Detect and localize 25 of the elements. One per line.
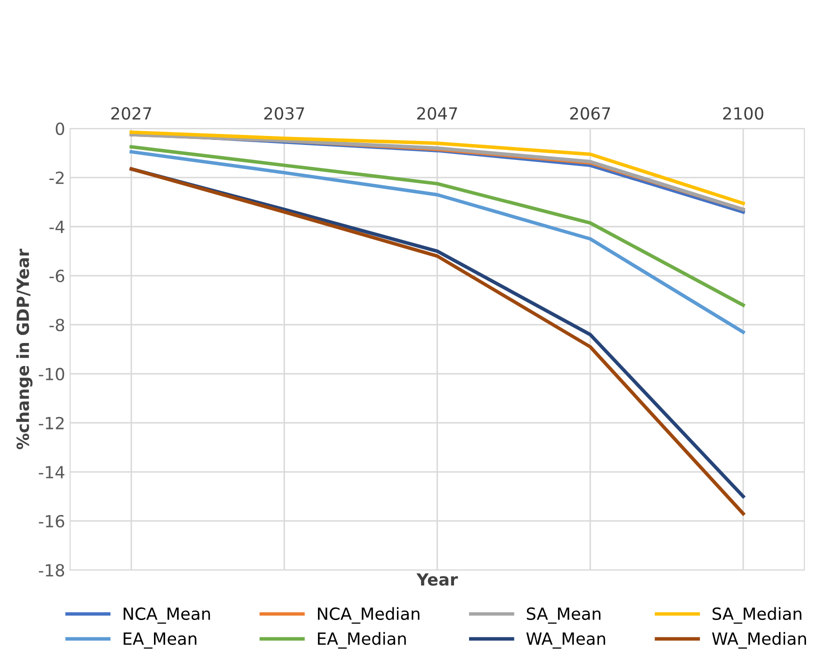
x-axis-title: Year [416,573,458,586]
y-tick-label: -6 [49,270,64,282]
y-tick-label: -18 [38,564,64,577]
legend-label: WA_Median [712,632,806,649]
y-tick-label: -14 [38,466,64,478]
legend-label: WA_Mean [526,632,606,649]
y-tick-label: -10 [38,368,64,380]
y-tick-label: -8 [49,318,64,332]
y-tick-label: -16 [38,514,64,528]
y-tick-label: -2 [49,172,64,184]
y-tick-label: 0 [56,122,64,136]
x-tick-label: 2047 [417,107,458,120]
x-tick-label: 2100 [723,107,764,120]
legend-label: SA_Median [712,607,802,624]
x-tick-label: 2037 [264,107,304,120]
y-tick-label: -12 [38,416,64,430]
y-tick-label: -4 [49,220,64,233]
x-tick-label: 2027 [111,107,152,120]
legend-label: EA_Mean [124,632,196,649]
legend-label: NCA_Median [318,607,420,624]
y-axis-title: %change in GDP/Year [16,248,32,450]
x-tick-label: 2067 [570,107,610,120]
legend-label: NCA_Mean [124,607,210,624]
legend-label: SA_Mean [526,607,600,624]
legend-label: EA_Median [318,632,406,649]
